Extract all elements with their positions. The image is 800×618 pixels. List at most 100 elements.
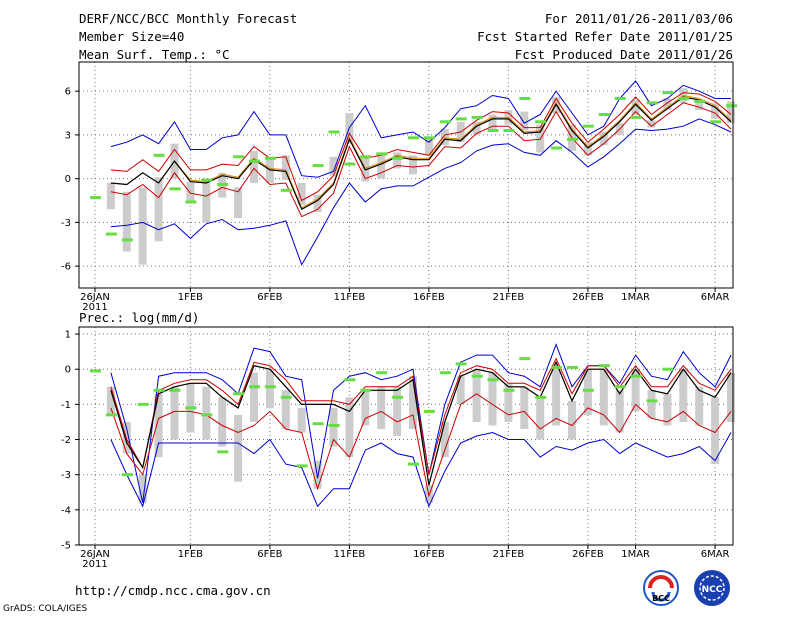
prec-observed-mark bbox=[646, 399, 658, 403]
prec-spread-box bbox=[647, 390, 656, 419]
temp-xtick-label: 1FEB bbox=[178, 292, 203, 303]
prec-ytick-label: -4 bbox=[61, 505, 71, 516]
temp-spread-box bbox=[520, 111, 529, 131]
prec-spread-box bbox=[583, 369, 592, 415]
temp-observed-mark bbox=[614, 96, 626, 100]
prec-spread-box bbox=[361, 390, 370, 426]
prec-spread-box bbox=[456, 376, 465, 405]
prec-observed-mark bbox=[582, 388, 594, 392]
temp-spread-box bbox=[250, 150, 258, 184]
temp-observed-mark bbox=[487, 129, 499, 133]
prec-max-line bbox=[110, 343, 732, 503]
prec-spread-box bbox=[536, 397, 545, 440]
temp-xtick-label: 21FEB bbox=[493, 292, 525, 303]
temp-observed-mark bbox=[710, 120, 722, 124]
temp-ytick-label: -6 bbox=[61, 262, 71, 273]
temp-spread-box bbox=[186, 181, 195, 202]
started-date: Fcst Started Refer Date 2011/01/25 bbox=[477, 29, 733, 44]
temp-lower-line bbox=[110, 102, 732, 218]
prec-spread-box bbox=[663, 393, 672, 426]
prec-observed-mark bbox=[503, 388, 515, 392]
temp-xtick-label: 26JAN bbox=[80, 292, 110, 303]
temp-observed-mark bbox=[328, 130, 340, 134]
temp-observed-mark bbox=[535, 120, 547, 124]
prec-year-label: 2011 bbox=[82, 559, 107, 570]
prec-frame bbox=[78, 326, 734, 546]
prec-spread-box bbox=[631, 369, 640, 412]
bcc-logo-arc bbox=[648, 575, 674, 589]
temp-spread-box bbox=[265, 158, 274, 184]
chart-title: DERF/NCC/BCC Monthly Forecast bbox=[79, 11, 298, 26]
temp-observed-mark bbox=[264, 156, 276, 160]
prec-min-line bbox=[110, 431, 732, 508]
prec-observed-mark bbox=[201, 413, 213, 417]
temp-spread-box bbox=[647, 120, 656, 128]
prec-spread-box bbox=[265, 369, 274, 408]
temp-xtick-label: 16FEB bbox=[413, 292, 445, 303]
prec-spread-box bbox=[520, 386, 529, 429]
prec-spread-box bbox=[122, 421, 131, 454]
prec-observed-mark bbox=[598, 364, 610, 368]
temp-spread-box bbox=[202, 180, 211, 223]
temp-observed-mark bbox=[185, 200, 197, 204]
prec-observed-mark bbox=[519, 357, 531, 361]
prec-observed-mark bbox=[455, 362, 467, 366]
prec-observed-mark bbox=[630, 374, 642, 378]
temp-spread-box bbox=[329, 156, 338, 176]
prec-ytick-label: -1 bbox=[61, 400, 71, 411]
prec-observed-mark bbox=[312, 422, 324, 426]
prec-xtick-label: 26JAN bbox=[80, 549, 110, 560]
prec-observed-mark bbox=[360, 388, 372, 392]
prec-observed-mark bbox=[233, 392, 245, 396]
temp-mean-line bbox=[110, 96, 732, 211]
temp-spread-box bbox=[695, 99, 704, 111]
prec-observed-mark bbox=[169, 388, 181, 392]
temp-year-label: 2011 bbox=[82, 302, 107, 313]
temp-spread-box bbox=[583, 142, 592, 156]
temp-ytick-label: 0 bbox=[65, 174, 71, 185]
prec-spread-box bbox=[472, 369, 481, 422]
prec-spread-box bbox=[488, 372, 497, 426]
temp-observed-mark bbox=[662, 91, 674, 95]
prec-observed-mark bbox=[567, 365, 578, 369]
temp-min-line bbox=[110, 118, 732, 266]
prec-observed-mark bbox=[344, 378, 356, 382]
prec-observed-mark bbox=[535, 395, 547, 399]
temp-observed-mark bbox=[646, 101, 658, 105]
prec-observed-mark bbox=[90, 369, 101, 373]
prec-spread-box bbox=[202, 386, 211, 440]
temp-panel: -6 -3 0 3 6 26JAN 1FEB 6FEB 11FEB 16FEB 21FEB 26FEB… bbox=[61, 61, 737, 313]
prec-spread-box bbox=[345, 397, 354, 458]
prec-observed-mark bbox=[471, 374, 483, 378]
prec-observed-mark bbox=[137, 402, 149, 406]
produced-date: Fcst Produced Date 2011/01/26 bbox=[514, 47, 733, 62]
bcc-logo: BCC bbox=[643, 570, 679, 606]
temp-xtick-label: 26FEB bbox=[572, 292, 604, 303]
prec-observed-mark bbox=[296, 464, 308, 468]
prec-xtick-label: 21FEB bbox=[493, 549, 525, 560]
prec-panel: -5 -4 -3 -2 -1 0 1 26JAN 1FEB 6FEB 11FEB 16FEB 21FEB… bbox=[61, 326, 735, 570]
prec-spread-box bbox=[615, 390, 624, 433]
prec-observed-mark bbox=[551, 365, 563, 369]
prec-spread-box bbox=[679, 369, 688, 422]
temp-xtick-label: 6FEB bbox=[257, 292, 282, 303]
temp-spread-box bbox=[599, 131, 608, 146]
temp-spread-box bbox=[313, 194, 322, 213]
prec-spread-box bbox=[552, 365, 561, 426]
prec-spread-box bbox=[218, 397, 227, 447]
temp-spread-box bbox=[106, 183, 115, 210]
temp-observed-mark bbox=[392, 156, 404, 160]
prec-spread-box bbox=[440, 421, 449, 458]
prec-xtick-label: 26FEB bbox=[572, 549, 604, 560]
prec-observed-mark bbox=[217, 450, 229, 454]
temp-spread-box bbox=[154, 177, 163, 242]
prec-spread-box bbox=[409, 376, 417, 429]
source-url[interactable]: http://cmdp.ncc.cma.gov.cn bbox=[75, 583, 271, 598]
prec-spread-box bbox=[106, 386, 115, 415]
prec-ytick-label: -3 bbox=[61, 470, 71, 481]
temp-observed-mark bbox=[121, 238, 133, 242]
prec-spread-box bbox=[568, 400, 576, 440]
temp-observed-mark bbox=[471, 115, 483, 119]
prec-observed-mark bbox=[614, 385, 626, 389]
prec-spread-box bbox=[313, 460, 322, 489]
